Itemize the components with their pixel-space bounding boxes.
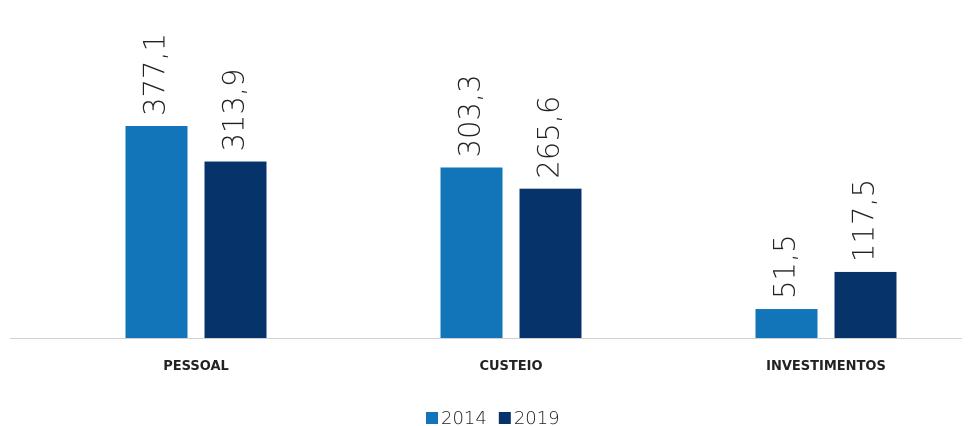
data-label: 117,5 xyxy=(847,179,881,262)
bar xyxy=(519,188,582,338)
data-label: 303,3 xyxy=(453,74,487,157)
legend-swatch xyxy=(498,412,511,424)
legend-label: 2019 xyxy=(514,408,560,426)
data-label: 377,1 xyxy=(138,33,172,116)
data-label: 51,5 xyxy=(768,234,802,299)
data-label: 313,9 xyxy=(217,68,251,151)
bar xyxy=(834,271,897,338)
bar xyxy=(204,161,267,338)
legend-swatch xyxy=(426,412,438,424)
bar xyxy=(440,167,503,338)
x-tick-label: PESSOAL xyxy=(163,359,229,374)
data-label: 265,6 xyxy=(532,96,566,179)
bar xyxy=(125,126,188,338)
x-tick-label: INVESTIMENTOS xyxy=(766,359,886,374)
x-tick-label: CUSTEIO xyxy=(479,359,542,374)
bar xyxy=(755,309,818,338)
legend-label: 2014 xyxy=(441,408,487,426)
